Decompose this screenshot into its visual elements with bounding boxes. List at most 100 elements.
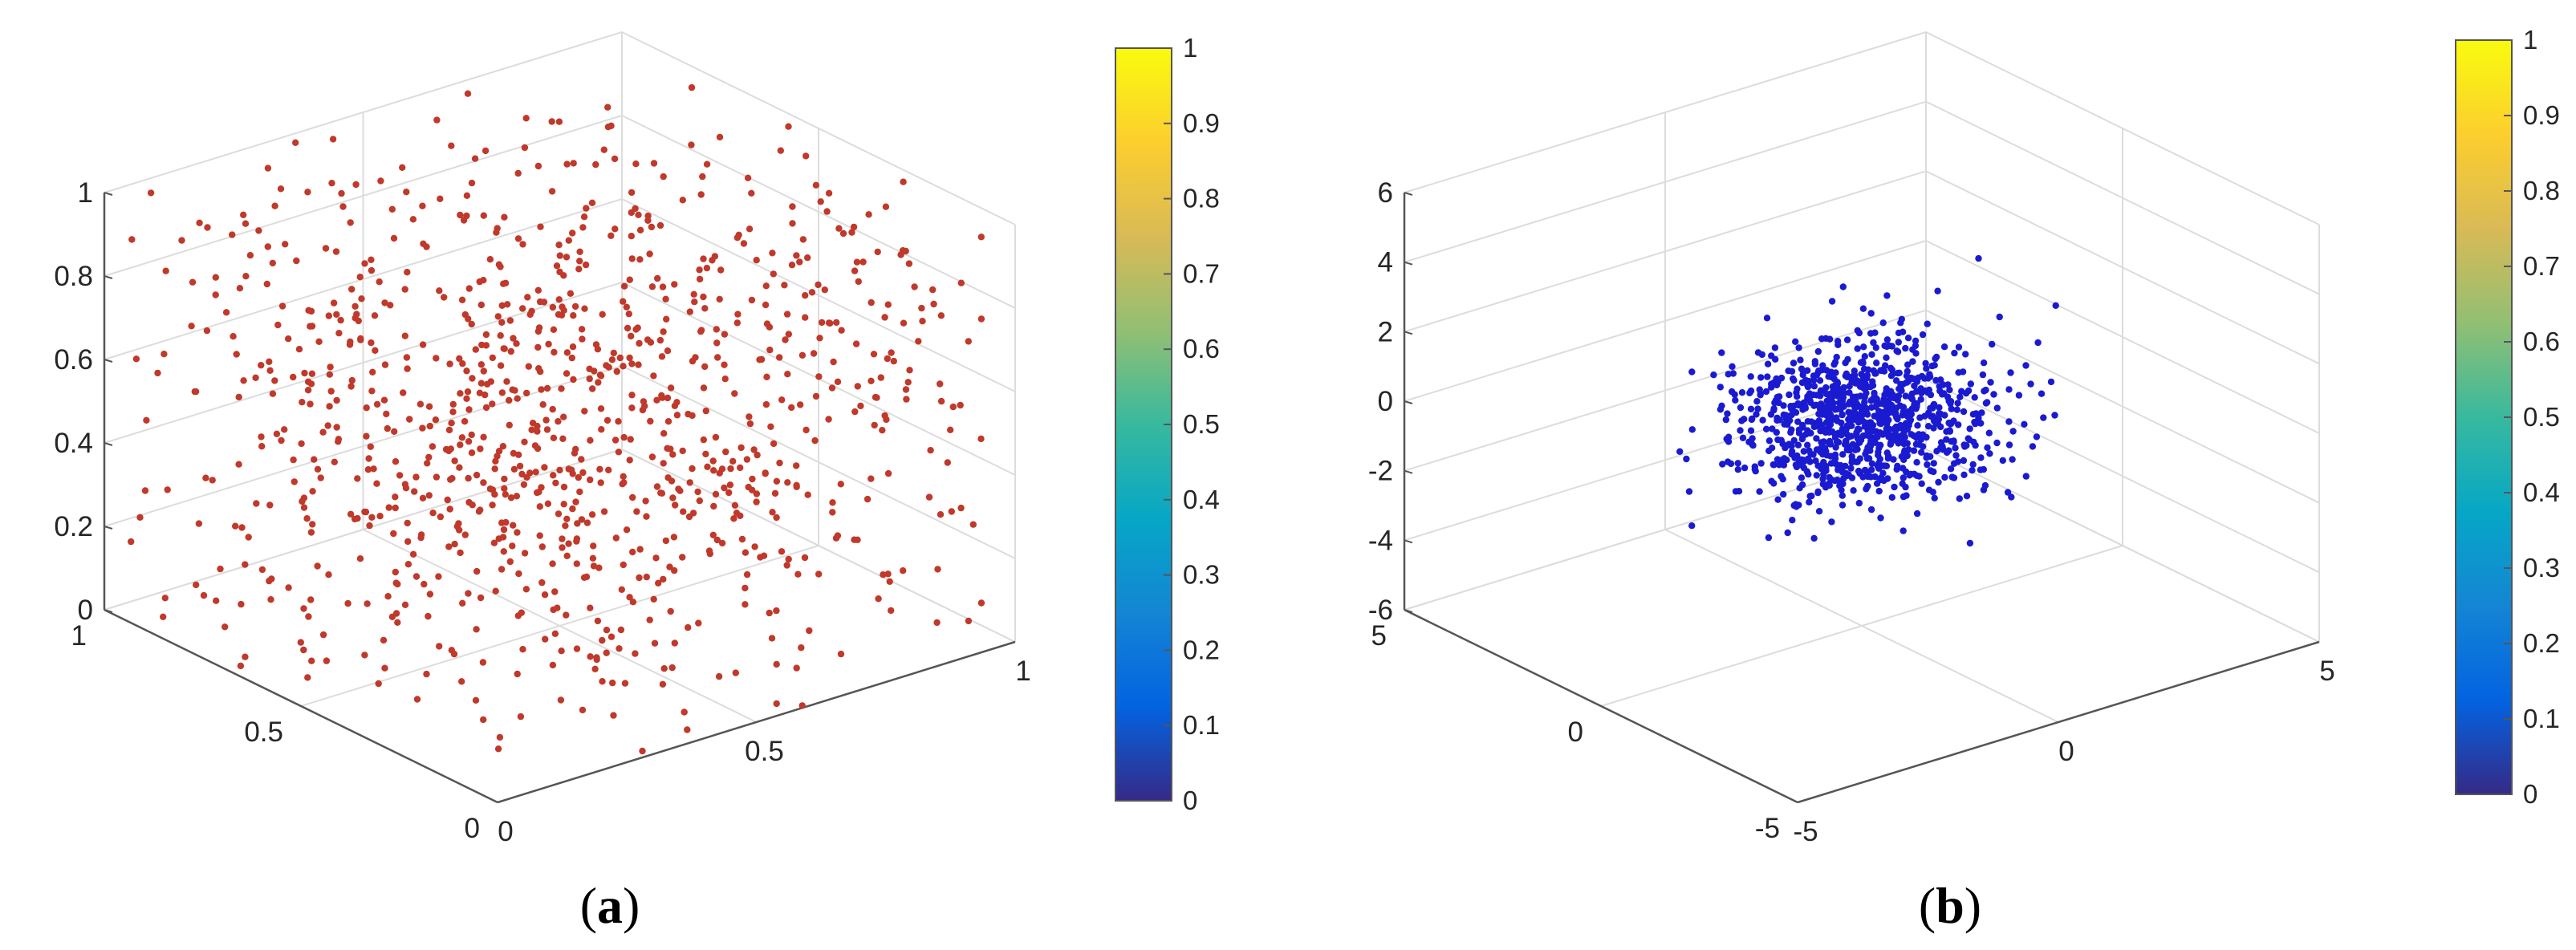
panel-a-data-point [573,538,580,545]
panel-b-data-point [2005,441,2013,449]
panel-a-data-point [957,279,965,286]
panel-a-data-point [558,648,565,655]
panel-a-data-point [371,312,379,319]
panel-a-data-point [863,495,872,503]
panel-a-data-point [457,441,464,449]
panel-a-data-point [957,504,965,512]
panel-a-data-point [557,696,565,704]
panel-a-data-point [587,476,594,484]
panel-b-data-point [1899,328,1907,335]
panel-a-data-point [664,474,672,481]
panel-a-data-point [425,403,433,410]
panel-a-data-point [246,252,254,259]
panel-b-data-point [1710,371,1717,379]
panel-b-data-point [1979,371,1987,379]
panel-b-x-tick-label: 5 [2319,656,2334,687]
panel-a-z-tickmark [104,192,113,196]
panel-b-data-point [1965,435,1972,442]
panel-a-data-point [947,426,954,433]
panel-a-data-point [235,461,242,468]
panel-a-data-point [417,534,425,542]
panel-b-data-point [1946,428,1953,435]
panel-b-data-point [1798,379,1806,387]
panel-a-data-point [828,384,836,392]
panel-b-data-point [1963,493,1971,500]
panel-a-data-point [400,389,407,396]
panel-a-data-point [335,330,343,337]
panel-b-data-point [1814,462,1822,469]
panel-a-data-point [238,600,245,608]
panel-a-data-point [506,317,514,324]
panel-a-data-point [461,531,469,538]
panel-a-data-point [404,561,412,568]
panel-a-data-point [154,369,161,377]
panel-b-data-point [1747,405,1755,412]
panel-b-data-point [1985,429,1993,436]
panel-a-data-point [572,445,579,453]
panel-a-data-point [285,584,292,591]
panel-a-data-point [518,609,525,616]
panel-b-data-point [1940,381,1947,388]
panel-b-data-point [1971,394,1978,401]
panel-a-data-point [726,481,734,489]
panel-a-data-point [700,384,708,392]
panel-b-data-point [1860,418,1867,425]
panel-a-x-tick-label: 1 [1015,656,1030,687]
panel-b-data-point [1913,510,1921,518]
panel-a-data-point [853,258,861,266]
panel-a-data-point [419,494,427,501]
panel-b-data-point [1846,374,1854,381]
panel-a-data-point [357,335,364,343]
panel-a-colorbar-tick-label: 0.6 [1183,334,1220,363]
panel-a-data-point [534,286,542,294]
panel-a-data-point [303,515,311,522]
panel-b-data-point [1852,414,1860,421]
panel-b-data-point [1810,451,1817,458]
panel-a-data-point [632,650,639,657]
panel-a-data-point [404,269,411,276]
panel-a-data-point [812,181,820,189]
panel-a-data-point [333,311,340,319]
panel-b-data-point [1773,381,1781,389]
panel-b-data-point [1676,448,1684,455]
panel-b-data-point [1685,488,1693,495]
panel-a-data-point [519,241,526,248]
panel-b-data-point [1867,310,1875,317]
panel-a-data-point [742,549,750,556]
panel-b-data-point [1918,480,1925,487]
panel-a-data-point [929,286,937,294]
panel-b-data-point [2005,418,2013,425]
panel-a-data-point [347,219,354,226]
panel-a-data-point [628,392,636,399]
panel-b: -6 -4 -2 0 2 4 6 -5 0 5 -5 0 5 0 0.1 0.2 0.3 0.4 0.5 0.6 0.… [1368,25,2560,934]
panel-b-data-point [1916,440,1923,449]
panel-a-data-point [477,301,485,309]
panel-b-data-point [1793,389,1800,396]
panel-a-data-point [305,613,312,620]
panel-a-data-point [616,645,623,652]
panel-b-data-point [1814,489,1822,497]
panel-a-data-point [701,305,709,312]
panel-a-data-point [758,355,766,363]
panel-b-data-point [1773,375,1780,383]
panel-a-data-point [727,465,734,473]
panel-b-data-point [2034,339,2042,347]
panel-a-z-tickmark [104,275,113,279]
panel-b-data-point [1800,399,1807,407]
panel-a-data-point [867,298,875,307]
panel-a-data-point [367,443,374,450]
panel-a-data-point [212,274,219,281]
panel-a-data-point [553,262,561,270]
panel-a-data-point [315,338,323,345]
panel-a-data-point [481,391,489,399]
panel-b-data-point [2040,414,2047,421]
panel-a-data-point [506,558,514,566]
panel-b-data-point [1847,398,1854,405]
panel-a-data-point [627,436,634,443]
panel-a-data-point [615,449,623,456]
panel-a-data-point [905,260,913,267]
panel-b-data-point [1959,368,1967,376]
panel-a-data-point [825,189,833,197]
panel-b-data-point [1846,422,1853,430]
panel-a-data-point [504,301,511,308]
